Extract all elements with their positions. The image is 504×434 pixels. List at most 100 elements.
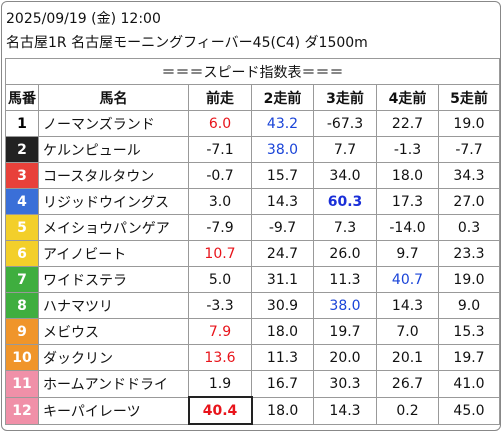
column-header: 5走前 [437,84,500,111]
speed-index: -9.7 [251,214,314,241]
column-header: 3走前 [313,84,377,111]
speed-index: -67.3 [313,110,377,137]
horse-number: 1 [5,110,39,137]
speed-index: -0.7 [188,162,252,189]
speed-index: 34.0 [313,162,377,189]
horse-number: 9 [5,318,39,345]
speed-index: 27.0 [437,188,500,215]
horse-row: 8 ハナマツリ -3.3 30.9 38.0 14.3 9.0 [5,292,500,319]
speed-index: 19.0 [437,266,500,293]
table-head: ＝＝＝スピード指数表＝＝＝ 馬番 馬名 前走 2走前 3走前 4走前 5走前 [4,58,500,111]
horse-number: 4 [5,188,39,215]
horse-number: 10 [5,344,39,371]
speed-index: 0.2 [376,396,439,425]
speed-index: 6.0 [188,110,252,137]
horse-name: ノーマンズランド [38,110,189,137]
horse-row: 2 ケルンピュール -7.1 38.0 7.7 -1.3 -7.7 [5,136,500,163]
column-header: 馬番 [5,84,39,111]
horse-row: 11 ホームアンドドライ 1.9 16.7 30.3 26.7 41.0 [5,370,500,398]
horse-name: アイノビート [38,240,189,267]
speed-index: 20.1 [376,344,439,371]
speed-index: -3.3 [188,292,252,319]
speed-index: 22.7 [376,110,439,137]
speed-index: 38.0 [251,136,314,163]
speed-index: 1.9 [188,370,252,398]
column-row: 馬番 馬名 前走 2走前 3走前 4走前 5走前 [5,84,500,111]
speed-index: 14.3 [313,396,377,425]
speed-index: 38.0 [313,292,377,319]
horse-row: 3 コースタルタウン -0.7 15.7 34.0 18.0 34.3 [5,162,500,189]
horse-name: ハナマツリ [38,292,189,319]
column-header: 前走 [188,84,252,111]
horse-name: リジッドウイングス [38,188,189,215]
speed-index: 43.2 [251,110,314,137]
speed-index: 11.3 [313,266,377,293]
horse-name: ケルンピュール [38,136,189,163]
speed-index: 5.0 [188,266,252,293]
speed-index: 41.0 [437,370,500,398]
column-header: 馬名 [38,84,189,111]
speed-index: 7.7 [313,136,377,163]
speed-index: 15.7 [251,162,314,189]
race-info: 名古屋1R 名古屋モーニングフィーバー45(C4) ダ1500m [6,35,368,51]
horse-row: 5 メイショウパンゲア -7.9 -9.7 7.3 -14.0 0.3 [5,214,500,241]
speed-index: 15.3 [437,318,500,345]
horse-number: 2 [5,136,39,163]
speed-index: 18.0 [251,396,314,425]
horse-row: 1 ノーマンズランド 6.0 43.2 -67.3 22.7 19.0 [5,110,500,137]
horse-number: 8 [5,292,39,319]
title-row: ＝＝＝スピード指数表＝＝＝ [4,58,500,85]
speed-index: -7.9 [188,214,252,241]
speed-index: 0.3 [437,214,500,241]
speed-index: 9.0 [437,292,500,319]
speed-index: 31.1 [251,266,314,293]
speed-index: 26.0 [313,240,377,267]
speed-index: 14.3 [376,292,439,319]
horse-row: 7 ワイドステラ 5.0 31.1 11.3 40.7 19.0 [5,266,500,293]
speed-index: 20.0 [313,344,377,371]
horse-name: コースタルタウン [38,162,189,189]
speed-index: -14.0 [376,214,439,241]
speed-index: 30.3 [313,370,377,398]
speed-table: ＝＝＝スピード指数表＝＝＝ 馬番 馬名 前走 2走前 3走前 4走前 5走前 1 ノーマンズラ… [4,58,500,425]
table-title: ＝＝＝スピード指数表＝＝＝ [4,58,500,85]
speed-index: 40.4 [187,396,253,425]
speed-index: -7.7 [437,136,500,163]
race-date: 2025/09/19 (金) 12:00 [6,11,161,27]
horse-number: 11 [5,370,39,398]
horse-row: 10 ダックリン 13.6 11.3 20.0 20.1 19.7 [5,344,500,371]
speed-index: 7.0 [376,318,439,345]
horse-number: 12 [5,396,39,425]
speed-index: 16.7 [251,370,314,398]
horse-name: ダックリン [38,344,189,371]
horse-name: キーパイレーツ [38,396,189,425]
speed-index: 19.7 [313,318,377,345]
speed-index: 18.0 [251,318,314,345]
horse-row: 6 アイノビート 10.7 24.7 26.0 9.7 23.3 [5,240,500,267]
speed-index: 10.7 [188,240,252,267]
speed-index: 11.3 [251,344,314,371]
horse-number: 5 [5,214,39,241]
speed-index: 23.3 [437,240,500,267]
speed-index: 17.3 [376,188,439,215]
speed-index: 60.3 [313,188,377,215]
speed-index: 40.7 [376,266,439,293]
speed-index: 18.0 [376,162,439,189]
column-header: 2走前 [251,84,314,111]
speed-index: 7.3 [313,214,377,241]
horse-row: 9 メビウス 7.9 18.0 19.7 7.0 15.3 [5,318,500,345]
speed-index: 14.3 [251,188,314,215]
horse-row: 12 キーパイレーツ 40.4 18.0 14.3 0.2 45.0 [5,396,500,425]
horse-row: 4 リジッドウイングス 3.0 14.3 60.3 17.3 27.0 [5,188,500,215]
table-body: 1 ノーマンズランド 6.0 43.2 -67.3 22.7 19.0 2 ケルンピュール -7.… [5,110,500,425]
speed-index: 19.7 [437,344,500,371]
speed-index: 19.0 [437,110,500,137]
horse-name: メイショウパンゲア [38,214,189,241]
speed-index: 7.9 [188,318,252,345]
column-header: 4走前 [376,84,439,111]
speed-index: 3.0 [188,188,252,215]
horse-name: ワイドステラ [38,266,189,293]
horse-number: 7 [5,266,39,293]
horse-number: 3 [5,162,39,189]
